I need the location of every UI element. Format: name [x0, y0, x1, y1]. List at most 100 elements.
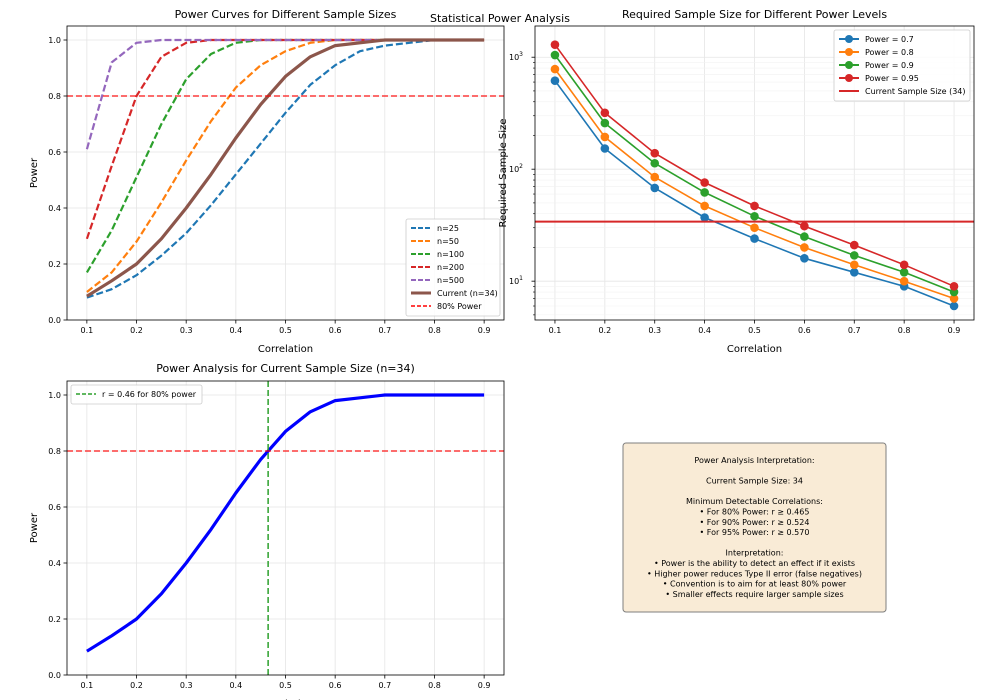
x-axis-label: Correlation [727, 344, 782, 355]
data-point [750, 211, 759, 221]
x-tick-label: 0.7 [848, 326, 861, 335]
x-tick-label: 0.1 [80, 326, 93, 335]
x-tick-label: 0.1 [549, 326, 562, 335]
data-point [849, 268, 859, 277]
legend: n=25 n=50 n=100 n=200 n=500 Current (n=34) 80%… [405, 218, 501, 317]
x-tick-label: 0.8 [428, 326, 441, 335]
x-tick-label: 0.3 [648, 326, 661, 335]
x-tick-label: 0.5 [748, 326, 761, 335]
data-point [550, 40, 560, 49]
y-tick-label: 101 [509, 275, 523, 286]
interpretation-line: Minimum Detectable Correlations: [686, 497, 823, 506]
interpretation-line: • Convention is to aim for at least 80% … [663, 580, 847, 589]
chart-title: Power Analysis for Current Sample Size (… [156, 362, 415, 375]
y-tick-label: 102 [509, 163, 523, 174]
y-tick-label: 103 [509, 51, 523, 62]
x-tick-label: 0.4 [229, 326, 242, 335]
y-axis-label: Power [29, 157, 40, 188]
data-point [800, 243, 809, 252]
x-tick-label: 0.3 [180, 681, 193, 690]
legend-marker [845, 35, 853, 43]
legend: r = 0.46 for 80% power [70, 384, 203, 405]
x-tick-label: 0.6 [798, 326, 811, 335]
x-tick-label: 0.9 [948, 326, 961, 335]
x-tick-label: 0.3 [180, 326, 193, 335]
x-tick-label: 0.8 [428, 681, 441, 690]
legend-label: r = 0.46 for 80% power [102, 390, 197, 399]
legend-marker [845, 61, 853, 69]
legend-label: n=500 [437, 276, 464, 285]
interpretation-line: • For 90% Power: r ≥ 0.524 [700, 518, 810, 527]
data-point [650, 172, 660, 182]
x-tick-label: 0.2 [130, 326, 143, 335]
data-point [849, 251, 859, 260]
interpretation-line: • Smaller effects require larger sample … [665, 590, 843, 599]
data-point [800, 221, 809, 231]
legend-frame [833, 29, 971, 102]
legend-label: n=25 [437, 224, 459, 233]
legend-label: 80% Power [437, 302, 482, 311]
data-point [899, 276, 909, 286]
chart-title: Power Curves for Different Sample Sizes [175, 8, 397, 21]
x-tick-label: 0.5 [279, 681, 292, 690]
x-tick-label: 0.2 [598, 326, 611, 335]
y-tick-label: 0.2 [48, 615, 61, 624]
y-tick-label: 1.0 [48, 391, 61, 400]
y-tick-label: 0.8 [48, 447, 61, 456]
legend-label: Power = 0.9 [865, 61, 914, 70]
data-point [700, 178, 709, 187]
x-tick-label: 0.1 [80, 681, 93, 690]
chart-title: Required Sample Size for Different Power… [622, 8, 887, 21]
series-line [86, 38, 485, 299]
interpretation-box: Power Analysis Interpretation: Current Sa… [622, 442, 887, 613]
data-point [949, 281, 959, 291]
axes-frame [66, 380, 505, 676]
x-tick-label: 0.9 [478, 681, 491, 690]
y-tick-label: 0.4 [48, 559, 61, 568]
x-tick-label: 0.8 [898, 326, 911, 335]
y-axis-label: Power [29, 512, 40, 543]
plot-area [535, 40, 974, 311]
data-point [650, 158, 660, 168]
legend-label: Power = 0.7 [865, 35, 914, 44]
legend-label: n=200 [437, 263, 464, 272]
interpretation-line: Current Sample Size: 34 [706, 477, 803, 486]
y-tick-exponent: 1 [519, 275, 523, 282]
x-tick-label: 0.4 [229, 681, 242, 690]
interpretation-line: Interpretation: [726, 549, 784, 558]
legend-marker [845, 48, 853, 56]
data-point [600, 132, 610, 142]
series-line [86, 393, 485, 653]
data-point [899, 260, 909, 270]
y-tick-label: 0.4 [48, 204, 61, 213]
interpretation-line: • For 95% Power: r ≥ 0.570 [700, 528, 810, 537]
legend-label: Power = 0.8 [865, 48, 914, 57]
y-tick-label: 0.6 [48, 503, 61, 512]
data-point [700, 213, 709, 222]
data-point [750, 234, 759, 243]
current-power-panel: 0.1 0.2 0.3 0.4 0.5 0.6 0.7 0.8 0.9 0.0 0.2 0.4 0.6 0… [29, 362, 505, 700]
interpretation-line: • Higher power reduces Type II error (fa… [647, 569, 862, 578]
data-point [949, 301, 959, 311]
legend-marker [845, 74, 853, 82]
data-point [899, 268, 909, 277]
y-tick-base: 10 [509, 277, 519, 286]
y-tick-label: 1.0 [48, 36, 61, 45]
figure-suptitle: Statistical Power Analysis [430, 12, 570, 25]
data-point [600, 108, 610, 118]
sample-size-panel: 0.1 0.2 0.3 0.4 0.5 0.6 0.7 0.8 0.9101102103Corr… [498, 8, 975, 355]
data-point [650, 183, 660, 193]
y-tick-label: 0.0 [48, 316, 61, 325]
legend-label: n=100 [437, 250, 464, 259]
y-axis-label: Required Sample Size [498, 119, 509, 228]
data-point [550, 50, 560, 60]
data-point [600, 144, 610, 153]
y-tick-base: 10 [509, 165, 519, 174]
x-tick-label: 0.2 [130, 681, 143, 690]
power-curves-panel: 0.1 0.2 0.3 0.4 0.5 0.6 0.7 0.8 0.9 0.0 0.2 0.4 0.6 0… [29, 8, 505, 355]
data-point [650, 148, 660, 158]
legend-label: Power = 0.95 [865, 74, 919, 83]
legend-label: Current Sample Size (34) [865, 87, 966, 96]
data-point [800, 254, 809, 263]
y-tick-base: 10 [509, 53, 519, 62]
